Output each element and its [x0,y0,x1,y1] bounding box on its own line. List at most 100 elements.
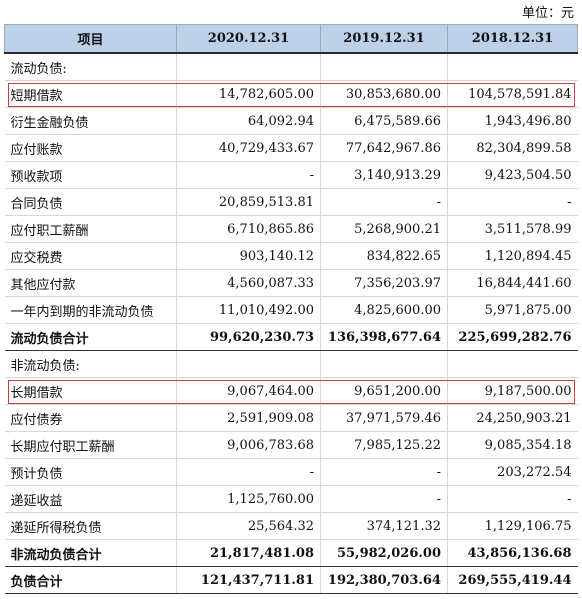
row-value-2018: - [447,485,578,513]
row-value-2018: 5,971,875.00 [447,296,578,324]
row-value-2019: 136,398,677.64 [320,323,448,351]
row-label: 预计负债 [4,458,177,486]
row-value-2019: 3,140,913.29 [320,161,448,189]
row-value-2019: 834,822.65 [320,242,448,270]
row-value-2020: 40,729,433.67 [176,134,321,162]
row-value-2020: 121,437,711.81 [176,566,321,594]
table-row: 应付职工薪酬 6,710,865.86 5,268,900.21 3,511,578.… [4,215,578,243]
row-value-2020: 64,092.94 [176,107,321,135]
row-value-2019: 7,356,203.97 [320,269,448,297]
row-value-2018: 1,129,106.75 [447,512,578,540]
table-row: 递延收益 1,125,760.00- - [4,485,578,513]
row-value-2020: 9,067,464.00 [176,377,321,405]
row-label: 衍生金融负债 [4,107,177,135]
row-value-2019 [320,350,448,378]
row-value-2019: - [320,458,448,486]
row-label: 长期应付职工薪酬 [4,431,177,459]
header-2018: 2018.12.31 [447,24,578,54]
row-value-2018: 24,250,903.21 [447,404,578,432]
header-2019: 2019.12.31 [320,24,448,54]
table-row: 递延所得税负债 25,564.32 374,121.32 1,129,106.75 [4,512,578,540]
row-value-2019: 30,853,680.00 [320,80,448,108]
row-label: 应付职工薪酬 [4,215,177,243]
table-row: 负债合计 121,437,711.81 192,380,703.64 269,555,… [4,566,578,594]
header-2020: 2020.12.31 [176,24,321,54]
row-value-2020: 11,010,492.00 [176,296,321,324]
row-value-2018: 225,699,282.76 [447,323,578,351]
row-label: 长期借款 [4,377,177,405]
row-label: 非流动负债合计 [4,539,177,567]
row-value-2020: - [176,161,321,189]
row-value-2019: 55,982,026.00 [320,539,448,567]
table-row: 短期借款 14,782,605.00 30,853,680.00 104,578,59… [4,80,578,108]
row-value-2018 [447,53,578,81]
row-value-2020: 9,006,783.68 [176,431,321,459]
header-item: 项目 [4,24,177,54]
row-value-2018: 1,943,496.80 [447,107,578,135]
row-label: 应付账款 [4,134,177,162]
row-label: 负债合计 [4,566,177,594]
table-row: 流动负债: [4,53,578,81]
row-value-2020 [176,53,321,81]
unit-label: 单位：元 [521,6,574,21]
row-value-2018: 9,423,504.50 [447,161,578,189]
row-value-2018: 1,120,894.45 [447,242,578,270]
table-row: 合同负债 20,859,513.81- - [4,188,578,216]
row-value-2018: 104,578,591.84 [447,80,578,108]
row-value-2020: 25,564.32 [176,512,321,540]
row-value-2020: 4,560,087.33 [176,269,321,297]
row-value-2019: 77,642,967.86 [320,134,448,162]
row-value-2020: 2,591,909.08 [176,404,321,432]
row-value-2020: 99,620,230.73 [176,323,321,351]
row-value-2018: 203,272.54 [447,458,578,486]
table-row: 非流动负债: [4,350,578,378]
row-label: 流动负债合计 [4,323,177,351]
row-value-2019: 5,268,900.21 [320,215,448,243]
row-label: 应付债券 [4,404,177,432]
row-value-2019: 4,825,600.00 [320,296,448,324]
row-value-2019: - [320,485,448,513]
row-value-2019: 374,121.32 [320,512,448,540]
row-value-2018: 269,555,419.44 [447,566,578,594]
row-value-2018: 43,856,136.68 [447,539,578,567]
row-value-2018: 9,085,354.18 [447,431,578,459]
row-value-2019: 37,971,579.46 [320,404,448,432]
table-row: 长期应付职工薪酬 9,006,783.68 7,985,125.22 9,085,35… [4,431,578,459]
table-body: 流动负债: 短期借款 14,782,605.00 30,853,680.00 104,5… [4,53,578,594]
row-label: 合同负债 [4,188,177,216]
row-label: 一年内到期的非流动负债 [4,296,177,324]
row-label: 其他应付款 [4,269,177,297]
row-label: 非流动负债: [4,350,177,378]
table-row: 应付账款 40,729,433.67 77,642,967.86 82,304,899… [4,134,578,162]
row-value-2020: 1,125,760.00 [176,485,321,513]
row-label: 递延所得税负债 [4,512,177,540]
row-value-2020: 20,859,513.81 [176,188,321,216]
table-row: 预计负债 - -203,272.54 [4,458,578,486]
row-label: 流动负债: [4,53,177,81]
row-value-2019: 9,651,200.00 [320,377,448,405]
row-label: 预收款项 [4,161,177,189]
table-row: 应付债券 2,591,909.08 37,971,579.46 24,250,903.… [4,404,578,432]
row-value-2019 [320,53,448,81]
table-row: 预收款项 -3,140,913.29 9,423,504.50 [4,161,578,189]
row-value-2019: 7,985,125.22 [320,431,448,459]
row-label: 应交税费 [4,242,177,270]
row-value-2018: 9,187,500.00 [447,377,578,405]
row-value-2018: 16,844,441.60 [447,269,578,297]
row-value-2018: 3,511,578.99 [447,215,578,243]
table-row: 衍生金融负债 64,092.94 6,475,589.66 1,943,496.80 [4,107,578,135]
table-row: 流动负债合计 99,620,230.73 136,398,677.64 225,699… [4,323,578,351]
row-value-2020: 21,817,481.08 [176,539,321,567]
row-value-2019: - [320,188,448,216]
row-value-2018: 82,304,899.58 [447,134,578,162]
row-label: 短期借款 [4,80,177,108]
table-row: 长期借款 9,067,464.00 9,651,200.00 9,187,500.00 [4,377,578,405]
table-row: 非流动负债合计 21,817,481.08 55,982,026.00 43,856,… [4,539,578,567]
table-row: 一年内到期的非流动负债 11,010,492.00 4,825,600.00 5,97… [4,296,578,324]
row-value-2019: 192,380,703.64 [320,566,448,594]
table-row: 应交税费 903,140.12 834,822.65 1,120,894.45 [4,242,578,270]
row-value-2020: - [176,458,321,486]
row-value-2018 [447,350,578,378]
row-value-2020: 14,782,605.00 [176,80,321,108]
table-header-row: 项目 2020.12.31 2019.12.31 2018.12.31 [4,24,578,54]
